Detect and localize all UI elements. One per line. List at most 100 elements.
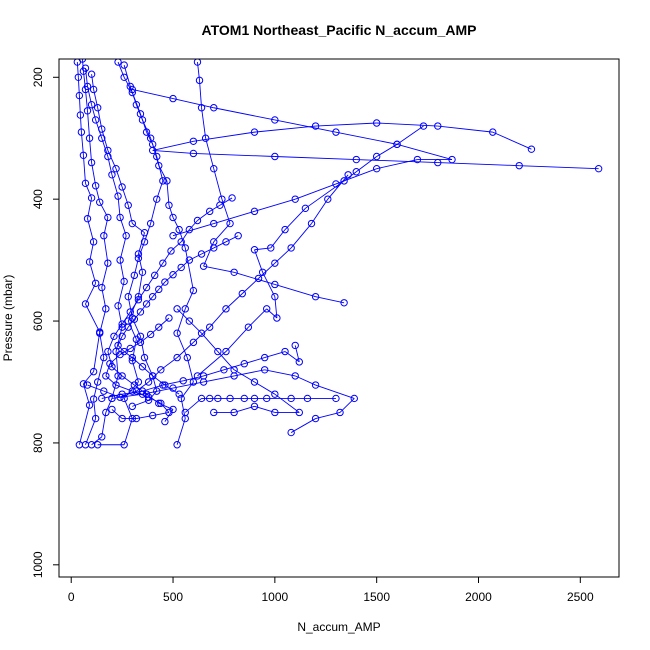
series-line-segment [152, 375, 166, 386]
data-point [85, 401, 94, 409]
series-line-segment [197, 210, 210, 221]
series-line-segment [315, 412, 341, 419]
data-point [222, 238, 230, 246]
series-7 [108, 366, 358, 437]
data-point [140, 353, 149, 362]
series-line-segment [492, 131, 532, 150]
x-axis: 0 500 1000 1500 2000 2500 [68, 576, 594, 604]
series-line-segment [315, 122, 377, 127]
data-point [250, 378, 259, 386]
series-line-segment [233, 369, 255, 383]
data-point [230, 268, 238, 276]
data-point [100, 387, 108, 395]
series-line-segment [172, 381, 204, 389]
data-point [210, 104, 218, 112]
series-line-segment [189, 320, 202, 334]
data-point [210, 219, 218, 228]
series-line-segment [134, 311, 141, 320]
data-point [138, 363, 147, 371]
data-point [205, 323, 214, 331]
data-point [594, 164, 603, 173]
data-point [104, 347, 112, 356]
data-point [102, 305, 110, 313]
data-point [134, 254, 143, 262]
data-point [87, 194, 96, 202]
data-point [104, 259, 112, 267]
data-point [126, 308, 134, 316]
series-line-segment [176, 333, 188, 358]
series-line-segment [295, 375, 316, 386]
data-point [126, 82, 134, 91]
data-point [91, 116, 100, 124]
series-line-segment [99, 201, 109, 218]
series-line-segment [123, 351, 133, 358]
data-point [281, 225, 289, 234]
series-line-segment [150, 199, 158, 224]
series-line-segment [205, 138, 215, 169]
series-line-segment [217, 351, 235, 371]
series-line-segment [219, 197, 233, 206]
series-line-segment [176, 308, 186, 334]
series-line-segment [142, 366, 153, 377]
series-line-segment [121, 311, 131, 325]
series-line-segment [248, 308, 268, 328]
series-line-segment [113, 323, 123, 337]
x-axis-label: N_accum_AMP [297, 620, 380, 634]
data-point [295, 358, 303, 366]
series-line-segment [270, 229, 286, 249]
data-point [238, 289, 246, 298]
data-point [193, 59, 202, 66]
series-line-segment [356, 159, 438, 164]
data-point [216, 201, 224, 209]
series-line-segment [148, 396, 162, 404]
data-point [340, 177, 348, 185]
series-line-segment [160, 403, 170, 413]
data-point [87, 70, 96, 78]
series-line-segment [213, 210, 255, 224]
data-point [144, 378, 153, 386]
series-line-segment [234, 369, 265, 377]
series-line-segment [168, 205, 174, 218]
series-line-segment [99, 333, 105, 358]
data-point [148, 146, 157, 155]
data-point [273, 314, 281, 322]
data-point [153, 195, 161, 203]
data-point [250, 128, 259, 136]
series-line-segment [225, 326, 249, 352]
data-point [78, 59, 87, 63]
series-line-segment [225, 235, 239, 243]
series-line-segment [172, 223, 214, 237]
data-point [87, 101, 96, 109]
data-point [181, 305, 189, 313]
data-point [132, 414, 141, 423]
series-line-segment [117, 336, 123, 346]
data-point [155, 161, 163, 170]
series-line-segment [274, 284, 316, 298]
series-line-segment [132, 399, 149, 407]
series-line-segment [164, 384, 180, 395]
series-line-segment [83, 371, 94, 385]
series-line-segment [97, 357, 105, 383]
data-point [222, 347, 230, 356]
data-point [153, 387, 161, 395]
series-12 [193, 59, 348, 307]
series-line-segment [203, 265, 235, 273]
data-point [197, 250, 206, 258]
series-line-segment [140, 334, 151, 343]
data-point [83, 107, 92, 115]
data-point [271, 259, 279, 267]
series-line-segment [140, 303, 147, 313]
data-point [116, 213, 124, 222]
series-line-segment [274, 393, 300, 413]
data-point [199, 372, 208, 380]
data-point [173, 305, 181, 313]
data-point [271, 152, 279, 161]
series-line-segment [85, 183, 92, 199]
data-point [161, 417, 169, 426]
data-point [132, 101, 141, 109]
series-line-segment [85, 283, 97, 305]
data-point [108, 405, 116, 414]
series-line-segment [311, 198, 329, 224]
series-line-segment [132, 89, 174, 100]
data-point [175, 225, 183, 234]
